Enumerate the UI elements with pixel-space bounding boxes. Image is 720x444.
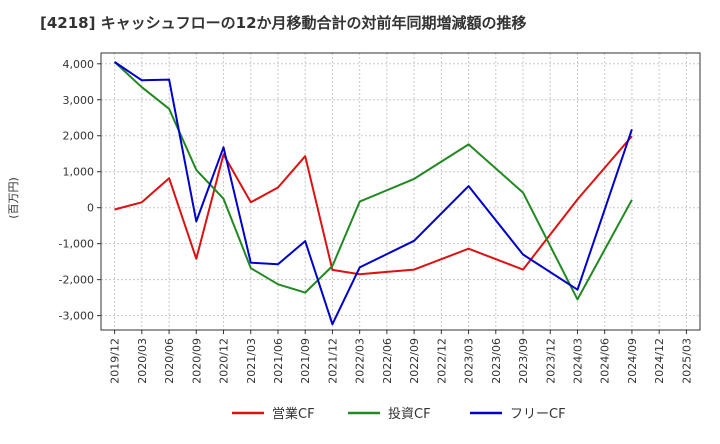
y-tick-label: 2,000 [63, 130, 95, 143]
x-tick-label: 2020/06 [163, 338, 176, 384]
series-lines [113, 61, 633, 326]
x-tick-label: 2024/12 [653, 338, 666, 384]
x-tick-label: 2022/09 [408, 338, 421, 384]
plot-area-frame [100, 52, 701, 331]
series-line-0 [114, 135, 633, 276]
chart-title: [4218] キャッシュフローの12か月移動合計の対前年同期増減額の推移 [40, 14, 527, 32]
y-tick-label: 4,000 [63, 58, 95, 71]
x-tick-label: 2019/12 [109, 338, 122, 384]
x-tick-label: 2023/06 [490, 338, 503, 384]
x-tick-label: 2020/09 [190, 338, 203, 384]
y-tick-label: -2,000 [59, 274, 94, 287]
y-axis-ticks: 4,000 3,000 2,000 1,000 0 -1,000 -2,000 -3,000 [59, 58, 101, 323]
x-tick-label: 2021/03 [245, 338, 258, 384]
x-tick-label: 2023/03 [463, 338, 476, 384]
x-tick-label: 2022/06 [381, 338, 394, 384]
x-tick-label: 2024/09 [626, 338, 639, 384]
y-tick-label: 1,000 [63, 166, 95, 179]
x-tick-label: 2023/12 [544, 338, 557, 384]
x-tick-label: 2020/12 [218, 338, 231, 384]
x-tick-label: 2022/12 [435, 338, 448, 384]
x-tick-label: 2020/03 [136, 338, 149, 384]
x-tick-label: 2025/03 [680, 338, 693, 384]
x-tick-label: 2023/09 [517, 338, 530, 384]
legend-label-2: フリーCF [510, 407, 566, 422]
legend: 営業CF 投資CF フリーCF [232, 406, 566, 422]
legend-label-1: 投資CF [388, 406, 431, 422]
y-tick-label: -3,000 [59, 310, 94, 323]
legend-label-0: 営業CF [272, 406, 315, 422]
y-tick-label: -1,000 [59, 238, 94, 251]
x-tick-label: 2024/03 [571, 338, 584, 384]
x-tick-label: 2021/12 [326, 338, 339, 384]
y-axis-label: (百万円) [7, 177, 20, 219]
series-line-2 [114, 61, 633, 326]
x-axis-ticks: 2019/12 2020/03 2020/06 2020/09 2020/12 2021/… [109, 330, 693, 384]
x-tick-label: 2022/03 [354, 338, 367, 384]
series-line-1 [113, 61, 633, 301]
x-tick-label: 2024/06 [599, 338, 612, 384]
y-tick-label: 3,000 [63, 94, 95, 107]
x-tick-label: 2021/09 [299, 338, 312, 384]
x-tick-label: 2021/06 [272, 338, 285, 384]
y-tick-label: 0 [87, 202, 94, 215]
